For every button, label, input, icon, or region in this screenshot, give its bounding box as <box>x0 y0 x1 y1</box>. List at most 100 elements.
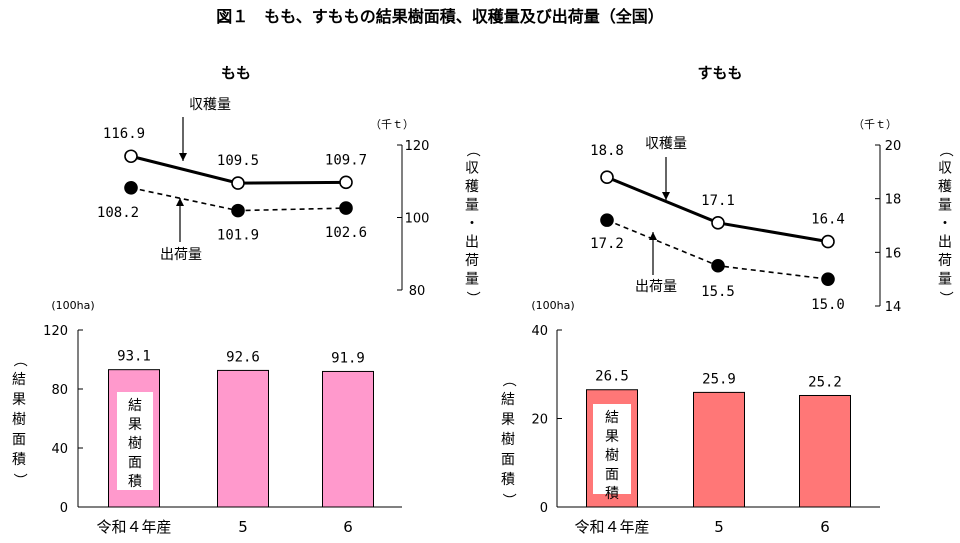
panel-2-data-label: 16.4 <box>811 212 845 228</box>
panel-1-bar-y-tick-label: 0 <box>60 501 68 516</box>
panel-2-series-harvest-point <box>711 216 725 230</box>
panel-2-series-harvest-point <box>821 234 835 249</box>
panel-1-series-harvest-point <box>124 149 138 164</box>
panel-1-bar-ylabel-char: ） <box>11 473 27 487</box>
panel-1-data-label: 109.5 <box>217 153 259 169</box>
panel-1-line-ylabel-char: 収 <box>465 161 479 177</box>
panel-1-bar-y-tick-label: 40 <box>51 442 68 457</box>
panel-2-title: すもも <box>697 64 742 82</box>
panel-2-series-name-label: 収穫量 <box>645 136 687 152</box>
panel-1-bar-inline-label-char: 面 <box>128 455 142 471</box>
panel-2-bar-inline-label-box <box>593 404 631 494</box>
panel-2-data-label: 15.5 <box>701 284 735 300</box>
panel-2-series-name-label: 出荷量 <box>635 279 677 295</box>
panel-1-line-ylabel-char: ・ <box>465 216 479 232</box>
panel-1-data-label: 101.9 <box>217 228 259 244</box>
panel-2-bar-y-tick-label: 0 <box>540 501 548 516</box>
panel-1-bar-ylabel: （ 結果樹面積 ） <box>11 353 27 487</box>
panel-2-bar-ylabel-char: ） <box>500 493 516 507</box>
panel-1-bar-value-label: 91.9 <box>331 350 365 366</box>
panel-2-line-unit: （千ｔ） <box>853 118 897 131</box>
panel-1-bar-inline-label-char: 果 <box>128 417 142 433</box>
panel-2-data-label: 15.0 <box>811 297 845 313</box>
figure-title: 図１ もも、すももの結果樹面積、収穫量及び出荷量（全国） <box>216 7 664 26</box>
panel-2-x-category-label: 令和４年産 <box>574 518 649 536</box>
panel-2-data-label: 17.2 <box>590 236 624 252</box>
panel-2-bar-inline-label-char: 果 <box>605 429 619 445</box>
panel-1-title: もも <box>221 64 251 82</box>
panel-2-line-ylabel: （収穫量・出荷量） <box>937 143 953 305</box>
panel-1-bar-y-tick-label: 80 <box>51 383 68 398</box>
panel-2-bar-ylabel-char: 樹 <box>501 432 515 448</box>
panel-1-bar-ylabel-char: 結 <box>12 372 26 388</box>
panel-2-line-ylabel-char: 穫 <box>938 179 952 195</box>
panel-2-series-harvest-line <box>606 175 829 244</box>
panel-1-series-shipment-point <box>231 203 245 218</box>
panel-2-series-harvest-point <box>600 170 614 184</box>
panel-2-series-shipment-point <box>600 213 614 227</box>
panel-1-bar-ylabel-char: 果 <box>12 392 26 408</box>
panel-1-data-label: 109.7 <box>325 152 367 168</box>
panel-1-line-y-tick-label: 100 <box>405 212 430 227</box>
panel-2-x-category-label: 6 <box>820 518 830 536</box>
panel-2-line-ylabel-char: ） <box>937 291 953 305</box>
panel-1-bar-inline-label-char: 樹 <box>128 436 142 452</box>
panel-2-pointer-arrowhead <box>649 232 657 240</box>
panel-1-data-label: 116.9 <box>103 126 145 142</box>
panel-1-pointer-arrowhead <box>176 198 184 206</box>
panel-1-bar <box>217 369 269 508</box>
panel-2-bar <box>799 394 851 508</box>
panel-1-line-ylabel-char: 量 <box>465 272 479 288</box>
panel-2-bar-inline-label-char: 積 <box>605 486 619 502</box>
panel-1-line-ylabel-char: 穫 <box>465 179 479 195</box>
panel-1-pointer-arrowhead <box>179 153 187 161</box>
panel-2-line-ylabel-char: （ <box>937 143 953 157</box>
panel-1-line-ylabel-char: 量 <box>465 198 479 214</box>
panel-2-line-ylabel-char: ・ <box>938 216 952 232</box>
panel-2-bar-y-tick-label: 40 <box>531 324 548 339</box>
panel-2-bar-inline-label: 結果樹面積 <box>605 410 619 502</box>
panel-1-line-unit: （千ｔ） <box>370 118 414 131</box>
panel-1-series-name-label: 収穫量 <box>189 97 231 113</box>
panel-1-line-ylabel-char: （ <box>464 143 480 157</box>
panel-1-x-category-label: 5 <box>238 518 248 536</box>
panel-2-bar <box>693 391 745 508</box>
panel-1-x-category-label: 6 <box>343 518 353 536</box>
panel-1-series-shipment-point <box>339 201 353 215</box>
panel-1-bar-ylabel-char: 積 <box>12 452 26 468</box>
panel-2-bar-inline-label-char: 樹 <box>605 448 619 464</box>
panel-1-series-harvest-point <box>339 175 353 190</box>
panel-2-bar-inline-label-char: 結 <box>605 410 619 426</box>
panel-1-bar-inline-label-box <box>117 392 153 490</box>
panel-1-bar-inline-label: 結果樹面積 <box>128 398 142 490</box>
panel-2-x-category-label: 5 <box>714 518 724 536</box>
panel-1-line-ylabel: （収穫量・出荷量） <box>464 143 480 305</box>
panel-2-line-y-tick-label: 16 <box>885 246 902 261</box>
panel-1-bar-value-label: 92.6 <box>226 349 260 365</box>
panel-1-x-category-label: 令和４年産 <box>96 518 171 536</box>
panel-2-bar-ylabel-char: （ <box>500 373 516 387</box>
panel-1-data-label: 108.2 <box>97 205 139 221</box>
panel-1-bar-value-label: 93.1 <box>117 349 151 365</box>
panel-2-series-shipment-point <box>711 258 725 273</box>
panel-1-bar-ylabel-char: 面 <box>12 432 26 448</box>
panel-1-bar-inline-label-char: 積 <box>128 474 142 490</box>
panel-1-line-ylabel-char: 荷 <box>465 253 479 269</box>
panel-2-line-y-tick-label: 20 <box>885 139 902 154</box>
panel-2-bar-ylabel-char: 積 <box>501 472 515 488</box>
panel-1-series-harvest-point <box>231 176 245 190</box>
panel-1-line-y-tick-label: 120 <box>405 139 430 154</box>
panel-1-line-ylabel-char: ） <box>464 291 480 305</box>
panel-2-bar-ylabel-char: 結 <box>501 392 515 408</box>
panel-2-bar-ylabel-char: 面 <box>501 452 515 468</box>
panel-2-line-y-tick-label: 18 <box>885 193 902 208</box>
panel-1-bar-y-tick-label: 120 <box>43 324 68 339</box>
panel-2-bar-value-label: 26.5 <box>595 369 629 385</box>
panel-2-bar-inline-label-char: 面 <box>605 467 619 483</box>
panel-2-bar-unit: (100ha) <box>531 299 574 312</box>
panel-1-data-label: 102.6 <box>325 225 367 241</box>
panel-2-line-ylabel-char: 出 <box>938 235 952 251</box>
panel-2-bar-ylabel-char: 果 <box>501 412 515 428</box>
panel-1-bar-ylabel-char: （ <box>11 353 27 367</box>
